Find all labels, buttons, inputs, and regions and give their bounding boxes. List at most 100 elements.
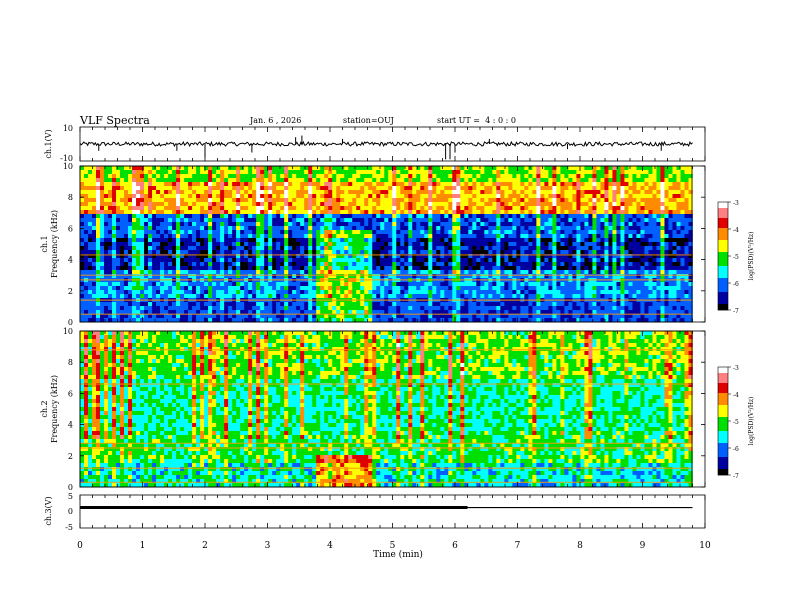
spec-cell (140, 238, 145, 243)
spec-cell (408, 198, 413, 203)
spec-cell (416, 318, 421, 323)
spec-cell (152, 206, 157, 211)
spec-cell (464, 182, 469, 187)
spec-cell (340, 230, 345, 235)
spec-cell (492, 194, 497, 199)
spec-cell (436, 234, 441, 239)
spec-cell (96, 226, 101, 231)
spec-cell (228, 254, 233, 259)
spec-cell (152, 198, 157, 203)
spec-cell (128, 202, 133, 207)
spec-cell (96, 286, 101, 291)
spec-cell (204, 238, 209, 243)
spec-cell (584, 274, 589, 279)
spec-cell (104, 190, 109, 195)
spec-cell (392, 282, 397, 287)
spec-cell (564, 190, 569, 195)
spec-cell (412, 302, 417, 307)
spec-cell (440, 262, 445, 267)
spec-cell (208, 206, 213, 211)
spec-cell (552, 294, 557, 299)
spec-cell (452, 182, 457, 187)
spec-cell (580, 226, 585, 231)
spec-cell (360, 170, 365, 175)
spec-cell (380, 198, 385, 203)
spec-cell (428, 246, 433, 251)
spec-cell (360, 282, 365, 287)
spec-cell (564, 194, 569, 199)
spec-cell (504, 174, 509, 179)
spec-cell (460, 218, 465, 223)
spec-cell (444, 266, 449, 271)
spec-cell (492, 234, 497, 239)
spec-cell (244, 270, 249, 275)
spec-cell (164, 206, 169, 211)
spec-cell (376, 186, 381, 191)
spec-cell (564, 218, 569, 223)
spec-cell (356, 254, 361, 259)
spec-cell (496, 186, 501, 191)
spec-cell (528, 306, 533, 311)
spec-cell (172, 286, 177, 291)
spec-cell (352, 174, 357, 179)
spec-cell (472, 302, 477, 307)
spec-cell (156, 306, 161, 311)
spec-cell (104, 230, 109, 235)
spec-cell (480, 270, 485, 275)
spec-cell (252, 286, 257, 291)
spec-cell (180, 226, 185, 231)
spec-cell (100, 174, 105, 179)
spec-cell (516, 286, 521, 291)
spec-cell (340, 226, 345, 231)
spec-cell (516, 258, 521, 263)
spec-cell (96, 258, 101, 263)
spec-cell (480, 250, 485, 255)
spec-cell (408, 262, 413, 267)
spec-cell (220, 194, 225, 199)
spec-cell (252, 306, 257, 311)
spec-cell (540, 214, 545, 219)
spec-cell (348, 238, 353, 243)
spec-cell (216, 174, 221, 179)
spec-cell (516, 194, 521, 199)
spec-cell (144, 238, 149, 243)
spec-cell (500, 286, 505, 291)
spec-cell (420, 186, 425, 191)
spec-cell (532, 210, 537, 215)
spec-cell (244, 182, 249, 187)
spec-cell (428, 302, 433, 307)
spec-cell (152, 222, 157, 227)
spec-cell (112, 286, 117, 291)
spec-cell (292, 174, 297, 179)
spec-cell (148, 202, 153, 207)
spec-cell (568, 294, 573, 299)
spec-cell (204, 294, 209, 299)
spec-cell (200, 214, 205, 219)
spec-cell (344, 190, 349, 195)
spec-cell (584, 210, 589, 215)
spec-cell (584, 262, 589, 267)
spec-cell (356, 174, 361, 179)
spec-cell (396, 306, 401, 311)
spec-cell (168, 286, 173, 291)
spec-cell (244, 234, 249, 239)
spec-cell (572, 226, 577, 231)
spec-cell (568, 282, 573, 287)
spec-cell (164, 282, 169, 287)
spec-cell (524, 194, 529, 199)
spec-cell (376, 206, 381, 211)
spec-cell (144, 242, 149, 247)
spec-cell (156, 226, 161, 231)
spec-cell (412, 186, 417, 191)
spec-cell (80, 218, 85, 223)
spec-cell (552, 290, 557, 295)
spec-cell (192, 238, 197, 243)
spec-cell (100, 210, 105, 215)
spec-cell (264, 306, 269, 311)
spec-cell (512, 226, 517, 231)
spec-cell (124, 194, 129, 199)
spec-cell (548, 314, 553, 319)
spec-cell (156, 182, 161, 187)
spec-cell (496, 254, 501, 259)
spec-cell (104, 242, 109, 247)
